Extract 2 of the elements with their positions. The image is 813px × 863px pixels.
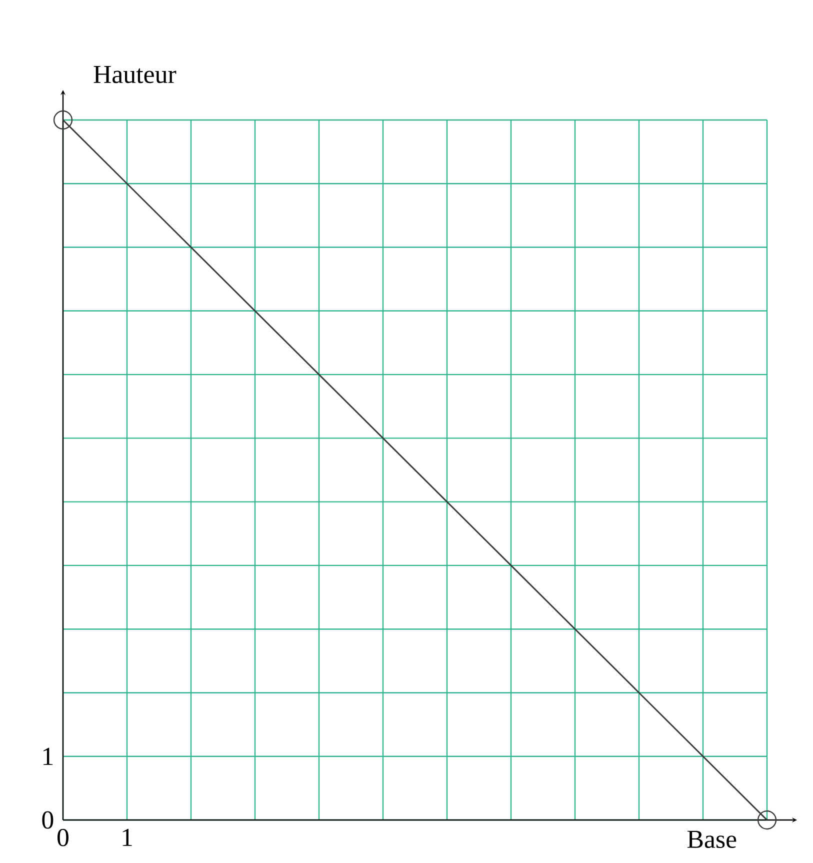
x-axis-title: Base	[687, 830, 736, 848]
y-axis-title: Hauteur	[94, 66, 176, 84]
